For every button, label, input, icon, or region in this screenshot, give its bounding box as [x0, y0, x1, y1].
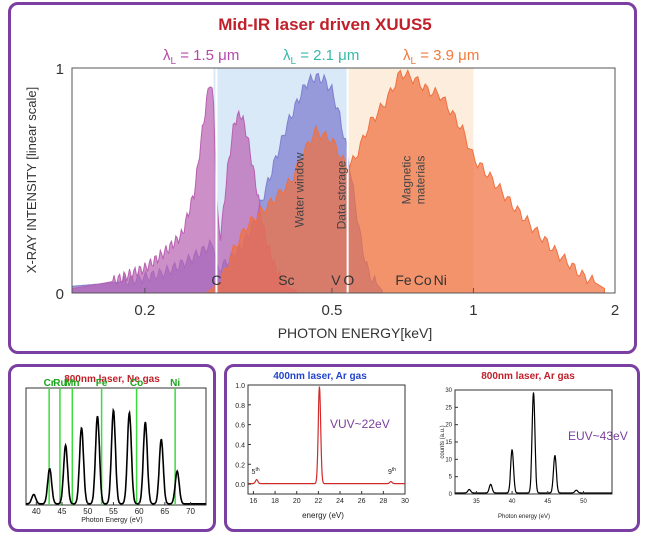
ne-x-tick-label-60: 60 — [135, 507, 144, 516]
ar400-y-tick-label-1.0: 1.0 — [235, 383, 245, 390]
ar800-harmonic-spectrum-line — [455, 392, 612, 494]
ne-harmonic-spectrum-line — [26, 407, 206, 505]
ar800-x-tick-label-50: 50 — [580, 499, 587, 505]
element-label-o: O — [343, 272, 354, 288]
ne-element-label-ni: Ni — [170, 378, 180, 389]
x-tick-label-0.5: 0.5 — [321, 302, 342, 319]
ar800-x-tick-label-40: 40 — [509, 499, 516, 505]
main-x-axis-label: PHOTON ENERGY[keV] — [278, 325, 433, 341]
ar400-y-tick-label-0.2: 0.2 — [235, 462, 245, 469]
ar400-annotation: VUV~22eV — [330, 417, 390, 431]
legend-3.9um-sub: L — [411, 56, 417, 67]
legend-1.5um-value: = 1.5 μm — [176, 47, 239, 64]
ne-element-label-mn: Mn — [65, 378, 79, 389]
ar400-plot-frame — [247, 384, 406, 495]
ne-x-tick-label-55: 55 — [109, 507, 118, 516]
series-area-l3.9m — [204, 68, 605, 294]
legend-1.5um: λL = 1.5 μm — [163, 47, 239, 67]
ar400-x-tick-label-20: 20 — [293, 498, 301, 505]
element-label-sc: Sc — [278, 272, 294, 288]
ar400-peak-label-0: 5th — [252, 467, 260, 476]
ar-gas-charts-panel — [224, 364, 640, 532]
ar400-harmonic-spectrum-line — [248, 386, 405, 485]
region-label-data-storage: Data storage — [335, 160, 349, 229]
ne-element-label-co: Co — [130, 378, 143, 389]
ar800-y-tick-label-20: 20 — [445, 423, 452, 429]
legend-1.5um-sub: L — [171, 56, 177, 67]
ne-element-label-ru: Ru — [53, 378, 66, 389]
ar800-y-tick-label-5: 5 — [449, 475, 453, 481]
region-label-water-window-line-0: Water window — [293, 152, 307, 227]
x-tick-label-0.2: 0.2 — [134, 302, 155, 319]
ar800-chart-title: 800nm laser, Ar gas — [481, 371, 575, 382]
region-label-magnetic-materials-line-0: Magnetic — [400, 156, 414, 205]
element-label-ni: Ni — [434, 272, 447, 288]
region-label-data-storage-line-0: Data storage — [335, 160, 349, 229]
ne-chart-xlabel: Photon Energy (eV) — [81, 517, 142, 524]
ar800-y-tick-label-30: 30 — [445, 388, 452, 394]
ar400-xlabel: energy (eV) — [302, 511, 344, 520]
y-tick-label-0: 0 — [56, 286, 64, 303]
legend-2.1um-value: = 2.1 μm — [296, 47, 359, 64]
ne-element-label-fe: Fe — [96, 378, 108, 389]
main-plot-frame — [71, 67, 616, 294]
ar400-y-tick-label-0.4: 0.4 — [235, 442, 245, 449]
ar400-y-tick-label-0.0: 0.0 — [235, 482, 245, 489]
ar400-peak-label-1: 9th — [388, 467, 396, 476]
main-y-axis-label: X-RAY INTENSITY [linear scale] — [24, 87, 39, 273]
y-tick-label-1: 1 — [56, 61, 64, 78]
element-label-c: C — [211, 272, 221, 288]
legend-3.9um-value: = 3.9 μm — [416, 47, 479, 64]
legend-2.1um: λL = 2.1 μm — [283, 47, 359, 67]
ar400-peak-label-sup-1: th — [392, 467, 396, 473]
x-tick-label-1: 1 — [469, 302, 477, 319]
region-label-water-window: Water window — [293, 152, 307, 227]
ar400-chart-title: 400nm laser, Ar gas — [273, 371, 367, 382]
ne-x-tick-label-70: 70 — [186, 507, 195, 516]
ar800-x-tick-label-35: 35 — [473, 499, 480, 505]
ar800-y-tick-label-25: 25 — [445, 405, 452, 411]
element-label-v: V — [331, 272, 341, 288]
legend-2.1um-lambda: λ — [283, 47, 291, 64]
x-tick-label-2: 2 — [611, 302, 619, 319]
element-label-co: Co — [414, 272, 432, 288]
legend-3.9um: λL = 3.9 μm — [403, 47, 479, 67]
ar800-x-tick-label-45: 45 — [544, 499, 551, 505]
element-label-fe: Fe — [395, 272, 412, 288]
legend-1.5um-lambda: λ — [163, 47, 171, 64]
ne-x-tick-label-50: 50 — [83, 507, 92, 516]
ar400-x-tick-label-16: 16 — [250, 498, 258, 505]
ar400-x-tick-label-24: 24 — [336, 498, 344, 505]
ar400-y-tick-label-0.8: 0.8 — [235, 403, 245, 410]
ne-x-tick-label-40: 40 — [32, 507, 41, 516]
region-label-magnetic-materials: Magnetic materials — [400, 156, 428, 205]
ne-x-tick-label-65: 65 — [160, 507, 169, 516]
ar400-x-tick-label-30: 30 — [401, 498, 409, 505]
ar400-y-tick-label-0.6: 0.6 — [235, 423, 245, 430]
ar800-y-tick-label-15: 15 — [445, 440, 452, 446]
legend-2.1um-sub: L — [291, 56, 297, 67]
ar800-y-tick-label-0: 0 — [449, 492, 453, 498]
main-chart-title: Mid-IR laser driven XUUS5 — [218, 15, 432, 34]
ne-element-label-cr: Cr — [44, 378, 55, 389]
ar400-x-tick-label-18: 18 — [271, 498, 279, 505]
ar400-x-tick-label-28: 28 — [379, 498, 387, 505]
region-label-magnetic-materials-line-1: materials — [414, 156, 428, 205]
ne-chart-title: 800nm laser, Ne gas — [64, 374, 160, 385]
ar800-y-tick-label-10: 10 — [445, 457, 452, 463]
ar400-x-tick-label-22: 22 — [314, 498, 322, 505]
ar800-ylabel: counts (a.u.) — [440, 425, 446, 458]
ar800-annotation: EUV~43eV — [568, 429, 628, 443]
legend-3.9um-lambda: λ — [403, 47, 411, 64]
ar400-x-tick-label-26: 26 — [358, 498, 366, 505]
ar800-xlabel: Photon energy (eV) — [498, 514, 550, 520]
ar400-peak-label-sup-0: th — [255, 467, 259, 473]
ne-x-tick-label-45: 45 — [58, 507, 67, 516]
ne-plot-frame — [25, 387, 207, 506]
